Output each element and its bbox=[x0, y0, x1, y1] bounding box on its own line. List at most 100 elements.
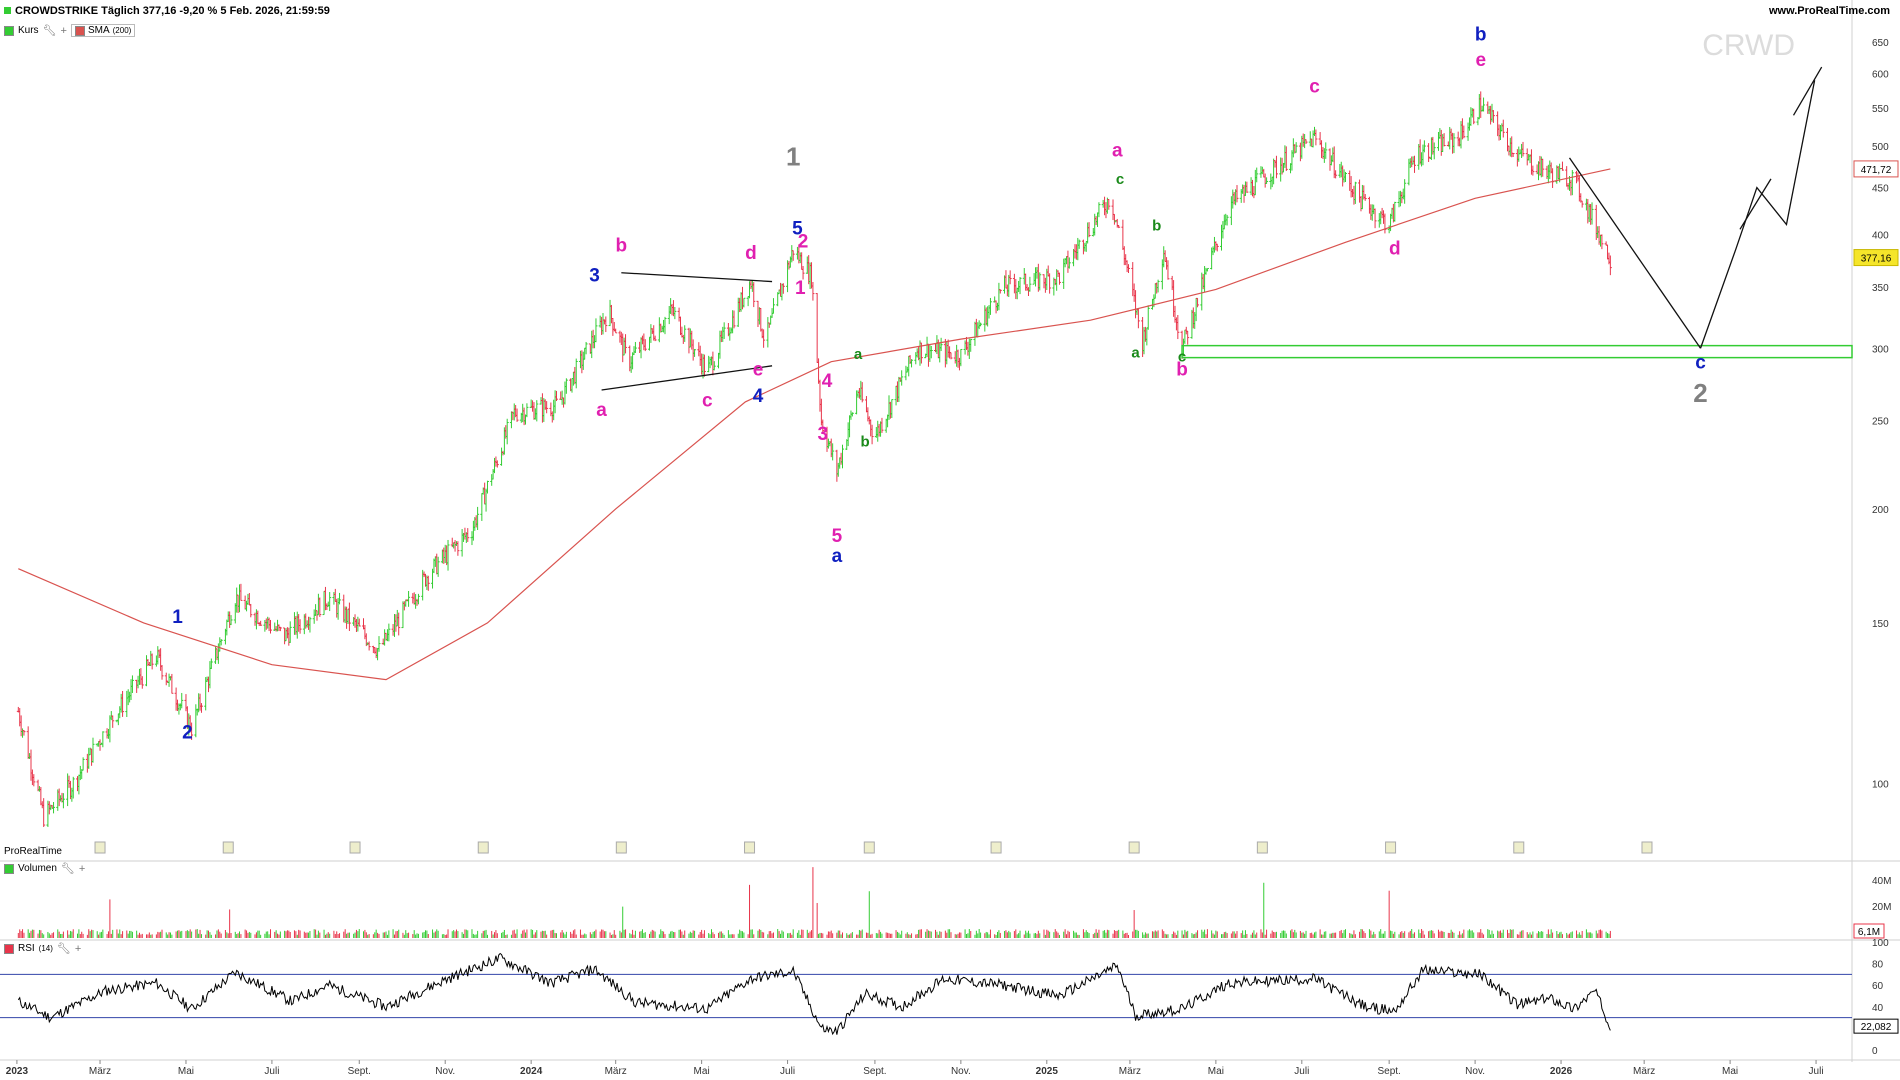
time-tick-label: Mai bbox=[1722, 1066, 1738, 1077]
wave-label: 1 bbox=[786, 141, 800, 171]
wave-label: a bbox=[854, 346, 863, 363]
price-tick-label: 250 bbox=[1872, 417, 1889, 428]
time-tick-label: Juli bbox=[1294, 1066, 1309, 1077]
trendline bbox=[1568, 157, 1702, 349]
projection-line bbox=[1739, 178, 1772, 230]
sma-value-badge-box bbox=[1853, 160, 1899, 178]
wave-label: 4 bbox=[753, 386, 764, 407]
earnings-marker bbox=[94, 841, 106, 854]
trendline bbox=[621, 272, 773, 283]
wave-label: 3 bbox=[589, 266, 600, 287]
rsi-last-box bbox=[1853, 1018, 1899, 1034]
chart-title: CROWDSTRIKE Täglich 377,16 -9,20 % 5 Feb… bbox=[4, 5, 330, 17]
wave-label: b bbox=[616, 235, 628, 256]
time-tick-label: Nov. bbox=[1465, 1066, 1485, 1077]
last-price-badge: 377,16 bbox=[1861, 254, 1892, 265]
rsi-legend-param: (14) bbox=[38, 944, 53, 953]
price-legend-label: Kurs bbox=[18, 25, 39, 36]
add-icon[interactable]: + bbox=[74, 942, 82, 955]
volume-last-label: 6,1M bbox=[1858, 927, 1880, 938]
time-tick-label: Mai bbox=[694, 1066, 710, 1077]
time-tick-label: 2026 bbox=[1550, 1066, 1573, 1077]
wave-label: c bbox=[1178, 349, 1186, 366]
volume-bars bbox=[17, 867, 1611, 938]
earnings-marker bbox=[222, 841, 234, 854]
rsi-swatch bbox=[4, 943, 14, 954]
price-tick-label: 550 bbox=[1872, 104, 1889, 115]
price-tick-label: 100 bbox=[1872, 780, 1889, 791]
time-tick-label: Mai bbox=[1208, 1066, 1224, 1077]
time-tick-label: 2025 bbox=[1036, 1066, 1059, 1077]
wave-label: 1 bbox=[795, 278, 806, 299]
earnings-marker bbox=[744, 841, 756, 854]
wave-label: 4 bbox=[822, 371, 833, 392]
time-tick-label: Sept. bbox=[348, 1066, 371, 1077]
time-tick-label: März bbox=[1119, 1066, 1141, 1077]
title-icon bbox=[4, 7, 11, 14]
sma-value-badge: 471,72 bbox=[1861, 165, 1892, 176]
price-tick-label: 650 bbox=[1872, 38, 1889, 49]
wave-label: 3 bbox=[817, 424, 828, 445]
wave-label: a bbox=[832, 546, 843, 567]
time-tick-label: Sept. bbox=[1377, 1066, 1400, 1077]
rsi-line bbox=[17, 952, 1611, 1036]
sma-legend[interactable]: SMA (200) bbox=[70, 24, 136, 37]
price-legend[interactable]: Kurs 🔧︎ + SMA (200) bbox=[4, 24, 136, 37]
time-tick-label: März bbox=[605, 1066, 627, 1077]
earnings-marker bbox=[1641, 841, 1653, 854]
earnings-marker bbox=[1128, 841, 1140, 854]
wave-label: c bbox=[1116, 171, 1124, 188]
wrench-icon[interactable]: 🔧︎ bbox=[56, 943, 71, 955]
price-tick-label: 300 bbox=[1872, 344, 1889, 355]
price-tick-label: 150 bbox=[1872, 619, 1889, 630]
wave-label: a bbox=[1131, 345, 1140, 362]
earnings-marker bbox=[615, 841, 627, 854]
watermark: CRWD bbox=[1702, 29, 1795, 62]
projection-path bbox=[1699, 80, 1816, 349]
wave-label: c bbox=[702, 390, 713, 411]
price-tick-label: 450 bbox=[1872, 184, 1889, 195]
wave-label: 2 bbox=[182, 723, 193, 744]
wave-label: c bbox=[1309, 77, 1320, 98]
time-tick-label: Juli bbox=[264, 1066, 279, 1077]
logo-text: ProRealTime bbox=[4, 846, 62, 857]
volume-tick-label: 20M bbox=[1872, 902, 1891, 913]
wrench-icon[interactable]: 🔧︎ bbox=[42, 25, 57, 37]
earnings-marker bbox=[1256, 841, 1268, 854]
sma-legend-param: (200) bbox=[112, 26, 132, 35]
rsi-tick-label: 100 bbox=[1872, 938, 1889, 949]
wave-label: 2 bbox=[798, 231, 809, 252]
earnings-marker bbox=[477, 841, 489, 854]
wave-label: d bbox=[1389, 239, 1401, 260]
add-icon[interactable]: + bbox=[60, 24, 67, 37]
wave-label: b bbox=[1152, 217, 1161, 234]
wave-label: a bbox=[1112, 140, 1123, 161]
rsi-legend[interactable]: RSI (14) 🔧︎ + bbox=[4, 942, 81, 955]
sma-swatch bbox=[74, 25, 85, 36]
projection-line bbox=[1792, 66, 1823, 116]
last-price-badge-box bbox=[1853, 249, 1899, 267]
wave-label: b bbox=[1475, 25, 1487, 46]
volume-legend-label: Volumen bbox=[18, 863, 57, 874]
wave-label: c bbox=[1695, 353, 1706, 374]
rsi-last-label: 22,082 bbox=[1861, 1022, 1892, 1033]
support-zone bbox=[1181, 344, 1853, 359]
volume-legend[interactable]: Volumen 🔧︎ + bbox=[4, 862, 85, 875]
rsi-tick-label: 0 bbox=[1872, 1046, 1878, 1057]
earnings-marker bbox=[349, 841, 361, 854]
prorealtime-logo: ProRealTime bbox=[4, 846, 62, 857]
wrench-icon[interactable]: 🔧︎ bbox=[60, 863, 75, 875]
add-icon[interactable]: + bbox=[78, 862, 86, 875]
time-tick-label: Mai bbox=[178, 1066, 194, 1077]
volume-swatch bbox=[4, 863, 14, 874]
time-tick-label: 2023 bbox=[6, 1066, 29, 1077]
wave-label: e bbox=[1475, 50, 1486, 71]
price-tick-label: 400 bbox=[1872, 230, 1889, 241]
rsi-tick-label: 40 bbox=[1872, 1003, 1884, 1014]
wave-label: a bbox=[596, 400, 607, 421]
earnings-marker bbox=[1385, 841, 1397, 854]
time-tick-label: März bbox=[1633, 1066, 1655, 1077]
earnings-marker bbox=[990, 841, 1002, 854]
rsi-tick-label: 60 bbox=[1872, 981, 1884, 992]
